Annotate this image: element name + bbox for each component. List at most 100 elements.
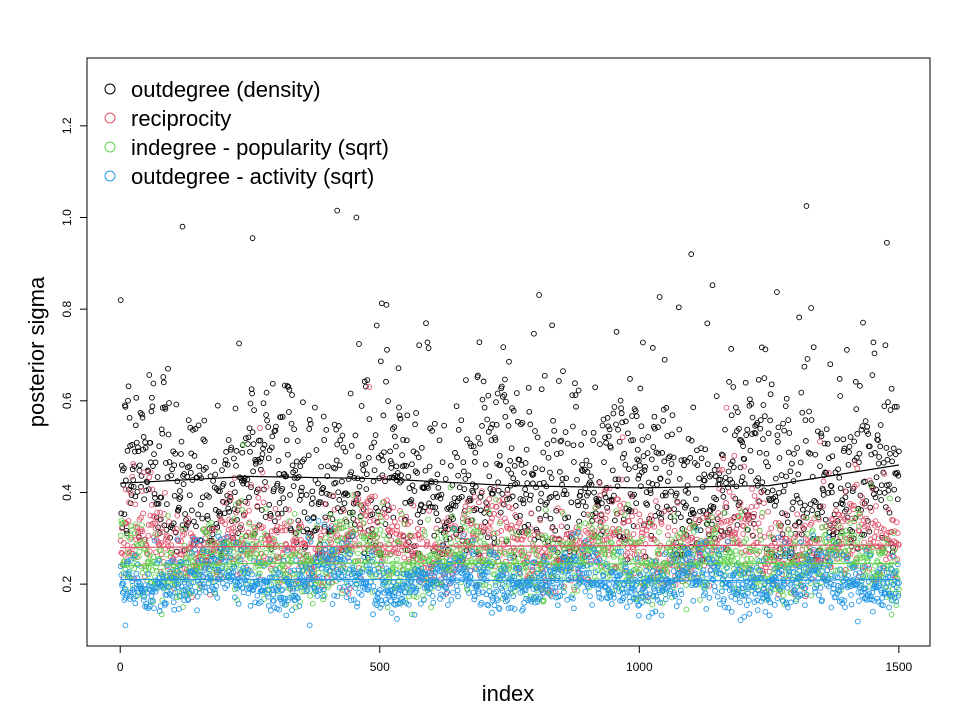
data-point xyxy=(802,502,808,509)
data-point xyxy=(177,488,183,494)
data-point xyxy=(279,527,286,534)
data-point xyxy=(198,475,205,482)
data-point xyxy=(618,476,625,483)
data-point xyxy=(180,548,187,555)
data-point xyxy=(381,498,387,505)
data-point xyxy=(263,549,269,556)
data-point xyxy=(441,422,447,429)
data-point xyxy=(142,439,148,446)
data-point xyxy=(644,531,650,538)
data-point xyxy=(671,518,678,524)
data-point xyxy=(133,394,140,401)
data-point xyxy=(417,519,424,526)
data-point xyxy=(180,528,186,534)
data-point xyxy=(836,474,843,481)
data-point xyxy=(867,540,874,547)
data-point xyxy=(139,411,145,418)
data-point xyxy=(739,439,745,445)
data-point xyxy=(525,384,532,391)
data-point xyxy=(342,448,349,455)
data-point xyxy=(395,550,402,557)
data-point xyxy=(545,454,552,461)
data-point xyxy=(839,501,846,507)
data-point xyxy=(661,508,668,515)
data-point xyxy=(442,534,449,541)
data-point xyxy=(618,405,624,412)
data-point xyxy=(554,494,561,500)
data-point xyxy=(562,515,568,522)
data-point xyxy=(684,458,690,465)
data-point xyxy=(279,413,286,420)
data-point xyxy=(841,445,848,452)
data-point xyxy=(825,470,832,476)
data-point xyxy=(390,504,397,511)
data-point xyxy=(547,515,554,522)
data-point xyxy=(423,320,429,327)
data-point xyxy=(247,549,254,555)
data-point xyxy=(721,518,728,525)
data-point xyxy=(435,484,442,491)
data-point xyxy=(492,437,499,443)
data-point xyxy=(146,552,153,559)
data-point xyxy=(584,530,591,536)
data-point xyxy=(135,448,142,455)
data-point xyxy=(471,493,478,500)
data-point xyxy=(772,547,779,554)
data-point xyxy=(612,476,619,483)
data-point xyxy=(780,488,787,495)
data-point xyxy=(761,500,767,507)
data-point xyxy=(499,393,506,400)
data-point xyxy=(233,509,239,516)
data-point xyxy=(121,511,128,518)
data-point xyxy=(137,462,143,469)
data-point xyxy=(394,527,400,534)
data-point xyxy=(537,498,544,504)
data-point xyxy=(468,520,475,527)
data-point xyxy=(720,494,727,500)
data-point xyxy=(751,493,758,499)
data-point xyxy=(536,292,542,298)
data-point xyxy=(640,339,646,346)
data-point xyxy=(734,555,741,562)
data-point xyxy=(388,460,395,467)
data-point xyxy=(885,506,891,513)
data-point xyxy=(355,496,362,502)
data-point xyxy=(649,601,656,608)
data-point xyxy=(774,289,780,295)
data-point xyxy=(317,538,324,545)
data-point xyxy=(353,214,360,221)
data-point xyxy=(578,467,585,473)
data-point xyxy=(609,498,616,505)
data-point xyxy=(884,239,890,246)
data-point xyxy=(359,476,365,483)
data-point xyxy=(532,428,538,434)
data-point xyxy=(394,473,401,480)
data-point xyxy=(779,510,785,516)
data-point xyxy=(268,547,275,553)
data-point xyxy=(348,443,355,449)
data-point xyxy=(549,322,555,329)
data-point xyxy=(171,462,178,469)
data-point xyxy=(476,499,482,506)
data-point xyxy=(550,417,556,424)
data-point xyxy=(320,413,327,420)
data-point xyxy=(642,463,648,470)
data-point xyxy=(205,516,211,522)
data-point xyxy=(737,464,744,471)
data-point xyxy=(738,515,744,522)
data-point xyxy=(888,611,895,618)
data-point xyxy=(737,541,743,548)
data-point xyxy=(622,461,629,468)
data-point xyxy=(393,443,399,450)
data-point xyxy=(834,436,840,443)
data-point xyxy=(398,547,405,554)
data-point xyxy=(301,509,308,516)
data-point xyxy=(801,363,808,370)
data-point xyxy=(210,547,217,554)
data-point xyxy=(787,468,794,475)
data-point xyxy=(688,251,695,258)
data-point xyxy=(343,490,349,497)
data-point xyxy=(398,477,405,484)
data-point xyxy=(532,465,539,472)
data-point xyxy=(761,375,768,381)
